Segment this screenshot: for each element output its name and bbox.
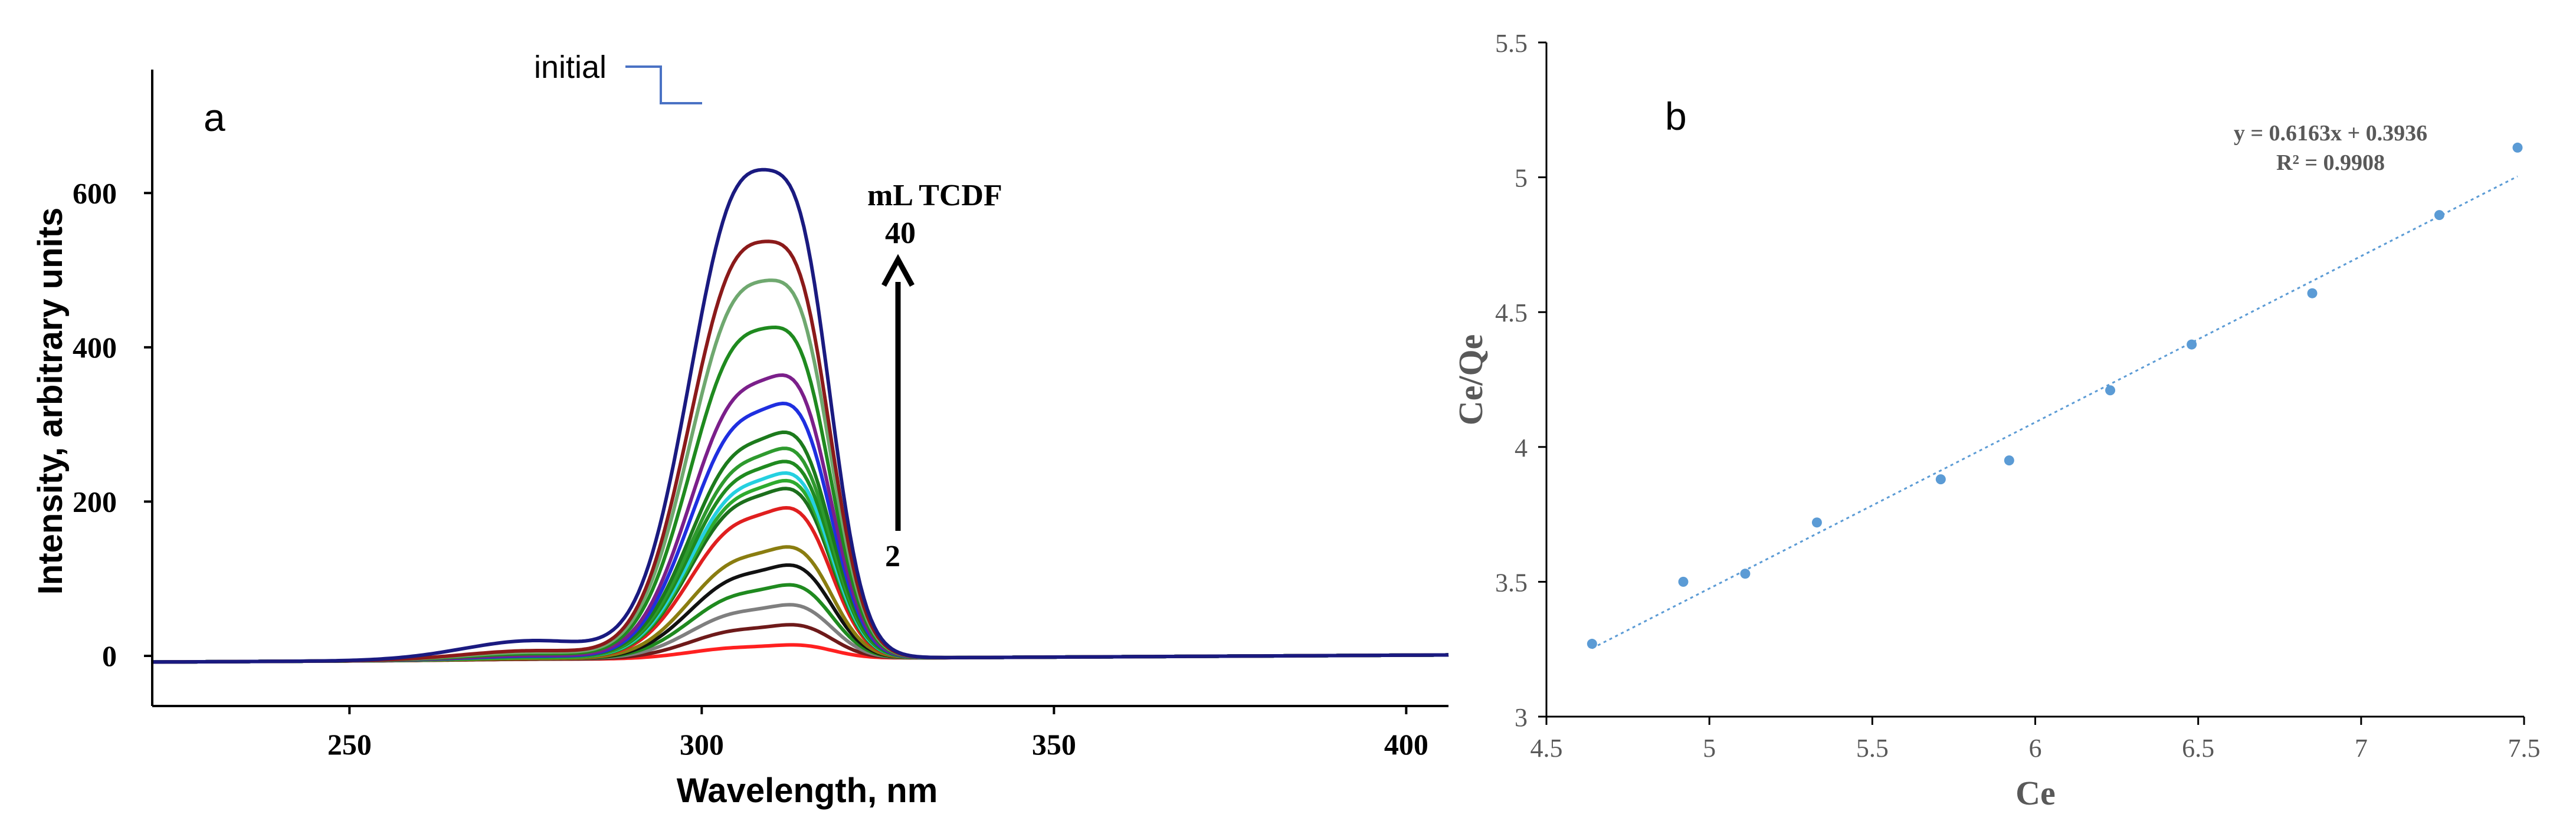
- isotherm-point: [1740, 569, 1751, 579]
- isotherm-y-axis-title: Ce/Qe: [1451, 334, 1490, 426]
- spectra-x-tick-label: 250: [327, 728, 372, 761]
- spectra-y-tick-label: 0: [102, 639, 117, 672]
- isotherm-point: [1678, 576, 1689, 587]
- isotherm-point: [2434, 210, 2444, 221]
- isotherm-y-tick-label: 5: [1515, 164, 1528, 193]
- trendline-equation: y = 0.6163x + 0.3936: [2234, 121, 2427, 146]
- spectra-y-tick-label: 600: [73, 176, 117, 209]
- spectrum-line: [152, 459, 1449, 664]
- isotherm-y-tick-label: 4: [1515, 434, 1528, 462]
- spectra-x-tick-label: 350: [1032, 728, 1076, 761]
- isotherm-y-tick-label: 5.5: [1495, 29, 1528, 58]
- isotherm-chart: 33.544.555.5 4.5 5 5.5 6 6.5 7 7.5 Ce Ce/Qe b …: [1451, 29, 2541, 812]
- isotherm-x-tick-label: 4.5: [1530, 734, 1563, 763]
- isotherm-x-tick-label: 6: [2029, 734, 2042, 763]
- isotherm-point: [2187, 339, 2197, 350]
- isotherm-y-tick-label: 3: [1515, 703, 1528, 732]
- isotherm-trendline: [1591, 175, 2518, 649]
- isotherm-x-tick-label: 5.5: [1856, 734, 1889, 763]
- trendline-r-squared: R² = 0.9908: [2276, 150, 2385, 175]
- spectra-y-ticks: 0 200 400 600: [73, 176, 152, 672]
- isotherm-point: [2512, 142, 2523, 153]
- arrow-head: [881, 254, 915, 287]
- isotherm-x-tick-label: 7: [2355, 734, 2368, 763]
- spectra-y-tick-label: 200: [73, 485, 117, 518]
- initial-label: initial: [534, 50, 607, 85]
- arrow-top-label: 40: [885, 216, 916, 250]
- spectrum-line: [152, 506, 1449, 664]
- isotherm-x-axis-title: Ce: [2015, 774, 2056, 812]
- spectra-x-ticks: 250 300 350 400: [327, 706, 1428, 761]
- spectrum-line: [152, 168, 1449, 664]
- spectra-x-tick-label: 300: [680, 728, 724, 761]
- initial-leader-line: [625, 65, 702, 104]
- isotherm-point: [2004, 455, 2014, 466]
- spectra-chart: 0 200 400 600 250 300 350 400 Wavelength, nm I…: [31, 50, 1449, 810]
- isotherm-x-tick-label: 6.5: [2182, 734, 2214, 763]
- spectrum-line: [152, 583, 1449, 664]
- panel-label-a: a: [204, 96, 225, 139]
- isotherm-point: [1811, 517, 1822, 528]
- isotherm-point: [1587, 639, 1597, 649]
- spectrum-line: [152, 430, 1449, 664]
- isotherm-y-tick-label: 3.5: [1495, 568, 1528, 597]
- isotherm-x-ticks: 4.5 5 5.5 6 6.5 7 7.5: [1530, 717, 2541, 763]
- arrow-bottom-label: 2: [885, 540, 900, 573]
- panel-label-b: b: [1665, 94, 1687, 138]
- spectra-x-tick-label: 400: [1384, 728, 1428, 761]
- spectrum-line: [152, 603, 1449, 664]
- isotherm-points: [1587, 142, 2523, 649]
- spectra-y-axis-title: Intensity, arbitrary units: [31, 208, 70, 595]
- isotherm-x-tick-label: 7.5: [2508, 734, 2541, 763]
- spectrum-line: [152, 563, 1449, 664]
- spectra-y-tick-label: 400: [73, 331, 117, 364]
- isotherm-point: [2105, 385, 2116, 396]
- spectra-series-group: [152, 168, 1449, 664]
- isotherm-y-tick-label: 4.5: [1495, 298, 1528, 327]
- isotherm-point: [2307, 288, 2318, 298]
- isotherm-point: [1935, 474, 1946, 485]
- isotherm-y-ticks: 3 3.5 4 4.5 5 5.5: [1495, 29, 1546, 732]
- isotherm-x-tick-label: 5: [1703, 734, 1716, 763]
- spectra-x-axis-title: Wavelength, nm: [677, 771, 938, 810]
- arrow-title-label: mL TCDF: [867, 179, 1002, 212]
- spectrum-line: [152, 478, 1449, 664]
